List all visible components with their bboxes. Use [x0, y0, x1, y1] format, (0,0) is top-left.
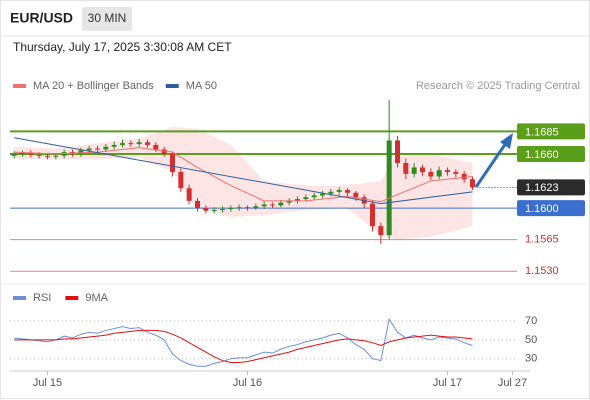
candle-body	[211, 209, 217, 211]
candle-body	[370, 203, 375, 227]
candle-body	[278, 202, 284, 206]
candle-body	[270, 204, 275, 206]
forecast-arrow	[474, 142, 508, 188]
candle-body	[136, 142, 142, 145]
x-tick-label: Jul 27	[498, 377, 527, 389]
legend-label: RSI	[33, 292, 51, 304]
candle-body	[345, 190, 350, 193]
legend-label: MA 50	[186, 80, 217, 92]
candle-body	[245, 207, 250, 209]
level-label: 1.1565	[525, 234, 559, 246]
legend-label: MA 20 + Bollinger Bands	[33, 80, 154, 92]
credit: Research © 2025 Trading Central	[416, 80, 580, 92]
candle-body	[436, 170, 442, 177]
candle-body	[170, 153, 175, 172]
candle-body	[161, 149, 167, 154]
candle-body	[153, 144, 159, 150]
candle-body	[328, 191, 334, 194]
candle-body	[395, 140, 400, 163]
rsi-line	[14, 329, 473, 363]
candle-body	[386, 140, 392, 236]
candle-body	[78, 150, 84, 154]
candle-body	[295, 199, 300, 201]
candle-body	[286, 200, 292, 203]
y-tick-label: 70	[525, 315, 537, 327]
y-tick-label: 30	[525, 353, 537, 365]
level-label: 1.1600	[525, 203, 559, 215]
candle-body	[353, 192, 359, 198]
timestamp: Thursday, July 17, 2025 3:30:08 AM CET	[13, 40, 232, 54]
candle-body	[28, 153, 34, 155]
candle-body	[228, 208, 234, 210]
level-label: 1.1623	[525, 182, 559, 194]
x-tick-label: Jul 15	[33, 377, 62, 389]
candle-body	[236, 207, 242, 209]
level-label: 1.1530	[525, 265, 559, 277]
forecast-arrow-head	[500, 133, 513, 149]
symbol: EUR/USD	[10, 10, 73, 26]
level-box	[517, 179, 585, 196]
candle-body	[111, 144, 117, 147]
candle-body	[453, 172, 459, 174]
candle-body	[445, 170, 450, 172]
timeframe-label[interactable]: 30 MIN	[88, 11, 127, 25]
candle-body	[103, 146, 109, 150]
level-box	[517, 123, 585, 140]
candle-body	[303, 197, 309, 200]
candle-body	[336, 190, 342, 192]
candle-body	[145, 142, 150, 145]
rsi-line	[14, 317, 473, 367]
candle-body	[11, 153, 17, 156]
candle-body	[20, 153, 25, 155]
candle-body	[461, 173, 467, 180]
overlay-line	[14, 147, 473, 203]
candle-body	[411, 167, 417, 174]
candle-body	[320, 193, 325, 196]
candle-body	[203, 208, 209, 211]
y-tick-label: 50	[525, 334, 537, 346]
overlay-line	[14, 137, 473, 205]
candle-body	[53, 155, 59, 157]
candle-body	[86, 148, 92, 151]
candle-body	[403, 162, 409, 174]
x-tick-label: Jul 17	[433, 377, 462, 389]
candle-body	[428, 172, 434, 177]
candle-body	[45, 155, 50, 157]
candle-body	[178, 172, 184, 189]
candle-body	[261, 204, 267, 207]
level-box	[517, 200, 585, 217]
candle-body	[253, 206, 259, 209]
candle-body	[128, 143, 134, 145]
candle-body	[120, 143, 125, 145]
candle-body	[220, 209, 225, 210]
candle-body	[186, 188, 192, 201]
timeframe-button[interactable]	[82, 7, 132, 31]
level-label: 1.1660	[525, 149, 559, 161]
candle-body	[378, 226, 384, 236]
candle-body	[95, 148, 100, 150]
candle-body	[195, 200, 200, 209]
level-label: 1.1685	[525, 126, 559, 138]
bollinger-band	[14, 126, 473, 240]
candle-body	[36, 154, 42, 156]
x-tick-label: Jul 16	[233, 377, 262, 389]
legend-label: 9MA	[85, 292, 108, 304]
candle-body	[311, 195, 317, 198]
candle-body	[470, 179, 475, 188]
plot: 1.1685 1.1660 1.1623 1.1600 1.1565 1.1530 MA 2…	[10, 80, 585, 389]
candle-body	[420, 167, 425, 172]
level-box	[517, 145, 585, 162]
